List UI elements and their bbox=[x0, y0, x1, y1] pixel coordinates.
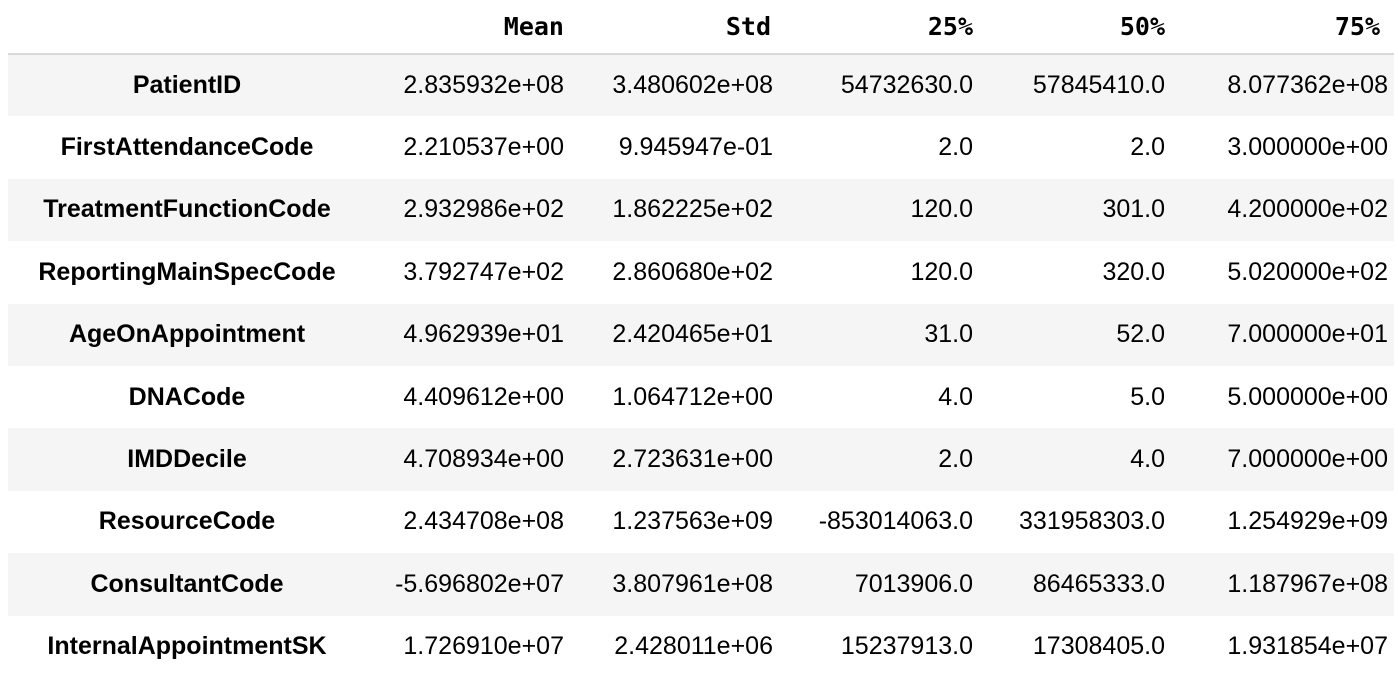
row-label: AgeOnAppointment bbox=[68, 320, 306, 349]
cell-75pct: 1.931854e+07 bbox=[1227, 632, 1388, 661]
row-label: InternalAppointmentSK bbox=[47, 632, 327, 661]
cell-std: 2.860680e+02 bbox=[612, 257, 773, 286]
cell-75pct: 5.020000e+02 bbox=[1227, 257, 1388, 286]
cell-std: 1.862225e+02 bbox=[612, 195, 773, 224]
cell-25pct: 31.0 bbox=[924, 320, 973, 349]
column-header-50pct: 50% bbox=[1119, 12, 1165, 41]
cell-75pct: 7.000000e+00 bbox=[1227, 445, 1388, 474]
cell-25pct: -853014063.0 bbox=[818, 507, 973, 536]
cell-std: 1.064712e+00 bbox=[612, 382, 773, 411]
cell-mean: 2.835932e+08 bbox=[403, 71, 564, 100]
cell-50pct: 17308405.0 bbox=[1032, 632, 1165, 661]
cell-mean: 2.434708e+08 bbox=[403, 507, 564, 536]
row-label: FirstAttendanceCode bbox=[60, 133, 314, 162]
cell-mean: 4.708934e+00 bbox=[403, 445, 564, 474]
table-row: PatientID 2.835932e+08 3.480602e+08 5473… bbox=[8, 54, 1394, 117]
row-label: ReportingMainSpecCode bbox=[38, 257, 336, 286]
row-label: PatientID bbox=[132, 71, 242, 100]
cell-50pct: 52.0 bbox=[1116, 320, 1165, 349]
cell-mean: 2.210537e+00 bbox=[403, 133, 564, 162]
cell-mean: -5.696802e+07 bbox=[395, 569, 564, 598]
cell-75pct: 7.000000e+01 bbox=[1227, 320, 1388, 349]
table-header: Mean Std 25% 50% 75% bbox=[8, 0, 1394, 54]
cell-50pct: 86465333.0 bbox=[1032, 569, 1165, 598]
row-label: TreatmentFunctionCode bbox=[43, 195, 331, 224]
cell-75pct: 3.000000e+00 bbox=[1227, 133, 1388, 162]
cell-std: 2.723631e+00 bbox=[612, 445, 773, 474]
index-header bbox=[8, 0, 366, 54]
cell-50pct: 5.0 bbox=[1130, 382, 1165, 411]
header-row: Mean Std 25% 50% 75% bbox=[8, 0, 1394, 54]
cell-50pct: 301.0 bbox=[1102, 195, 1165, 224]
table-row: IMDDecile 4.708934e+00 2.723631e+00 2.0 … bbox=[8, 428, 1394, 491]
cell-mean: 4.962939e+01 bbox=[403, 320, 564, 349]
cell-75pct: 8.077362e+08 bbox=[1227, 71, 1388, 100]
table-row: AgeOnAppointment 4.962939e+01 2.420465e+… bbox=[8, 303, 1394, 366]
cell-50pct: 331958303.0 bbox=[1019, 507, 1165, 536]
table-row: ConsultantCode -5.696802e+07 3.807961e+0… bbox=[8, 553, 1394, 616]
stats-table-container: Mean Std 25% 50% 75% PatientID 2.835932e… bbox=[8, 0, 1398, 678]
cell-50pct: 57845410.0 bbox=[1032, 71, 1165, 100]
row-label: DNACode bbox=[128, 382, 246, 411]
cell-std: 3.480602e+08 bbox=[612, 71, 773, 100]
cell-mean: 4.409612e+00 bbox=[403, 382, 564, 411]
row-label: IMDDecile bbox=[127, 445, 247, 474]
cell-25pct: 2.0 bbox=[938, 133, 973, 162]
cell-mean: 3.792747e+02 bbox=[403, 257, 564, 286]
table-row: ResourceCode 2.434708e+08 1.237563e+09 -… bbox=[8, 490, 1394, 554]
cell-std: 9.945947e-01 bbox=[618, 133, 773, 162]
cell-25pct: 54732630.0 bbox=[840, 71, 973, 100]
column-header-mean: Mean bbox=[503, 12, 564, 41]
cell-50pct: 320.0 bbox=[1102, 257, 1165, 286]
column-header-75pct: 75% bbox=[1334, 12, 1380, 41]
cell-75pct: 1.187967e+08 bbox=[1227, 569, 1388, 598]
row-label: ResourceCode bbox=[98, 507, 276, 536]
cell-25pct: 120.0 bbox=[910, 195, 973, 224]
cell-25pct: 2.0 bbox=[938, 445, 973, 474]
row-label: ConsultantCode bbox=[90, 569, 284, 598]
table-row: InternalAppointmentSK 1.726910e+07 2.428… bbox=[8, 615, 1394, 678]
cell-25pct: 7013906.0 bbox=[854, 569, 973, 598]
describe-stats-table: Mean Std 25% 50% 75% PatientID 2.835932e… bbox=[8, 0, 1394, 678]
column-header-std: Std bbox=[725, 12, 771, 41]
cell-mean: 1.726910e+07 bbox=[403, 632, 564, 661]
cell-std: 2.420465e+01 bbox=[612, 320, 773, 349]
cell-50pct: 2.0 bbox=[1130, 133, 1165, 162]
column-header-25pct: 25% bbox=[927, 12, 973, 41]
cell-mean: 2.932986e+02 bbox=[403, 195, 564, 224]
table-row: DNACode 4.409612e+00 1.064712e+00 4.0 5.… bbox=[8, 365, 1394, 429]
cell-25pct: 4.0 bbox=[938, 382, 973, 411]
table-row: TreatmentFunctionCode 2.932986e+02 1.862… bbox=[8, 178, 1394, 242]
cell-std: 1.237563e+09 bbox=[612, 507, 773, 536]
table-row: FirstAttendanceCode 2.210537e+00 9.94594… bbox=[8, 116, 1394, 179]
cell-75pct: 4.200000e+02 bbox=[1227, 195, 1388, 224]
table-body: PatientID 2.835932e+08 3.480602e+08 5473… bbox=[8, 54, 1394, 678]
cell-std: 2.428011e+06 bbox=[614, 632, 773, 661]
cell-75pct: 5.000000e+00 bbox=[1227, 382, 1388, 411]
cell-50pct: 4.0 bbox=[1130, 445, 1165, 474]
table-row: ReportingMainSpecCode 3.792747e+02 2.860… bbox=[8, 241, 1394, 304]
cell-75pct: 1.254929e+09 bbox=[1227, 507, 1388, 536]
cell-std: 3.807961e+08 bbox=[612, 569, 773, 598]
cell-25pct: 120.0 bbox=[910, 257, 973, 286]
cell-25pct: 15237913.0 bbox=[840, 632, 973, 661]
